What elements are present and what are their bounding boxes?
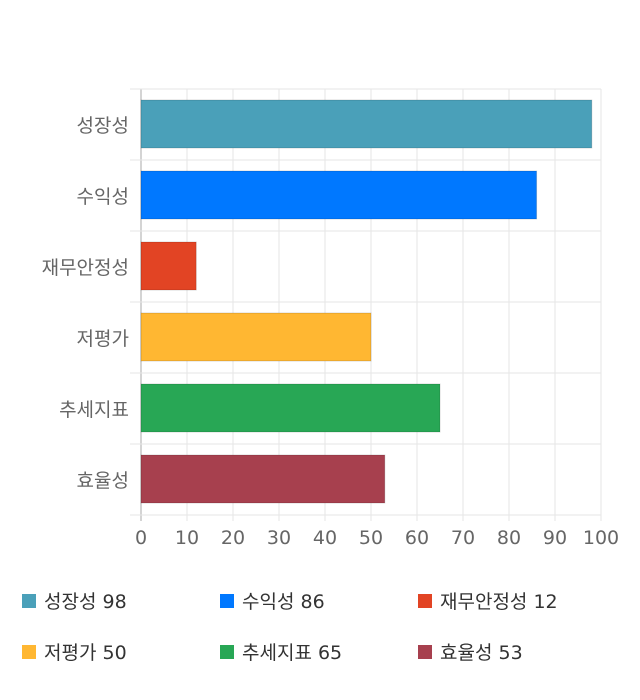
- x-tick-label: 60: [405, 527, 429, 549]
- legend-item[interactable]: 재무안정성 12: [418, 587, 558, 614]
- legend-swatch: [418, 593, 432, 608]
- y-tick-label: 재무안정성: [42, 257, 129, 279]
- legend-item[interactable]: 수익성 86: [220, 587, 325, 614]
- x-tick-label: 50: [359, 527, 383, 549]
- legend-label: 저평가 50: [44, 642, 127, 664]
- legend-item[interactable]: 추세지표 65: [220, 638, 342, 665]
- legend-swatch: [220, 593, 234, 608]
- legend-swatch: [22, 644, 36, 659]
- bar-저평가: [140, 312, 372, 362]
- x-tick-label: 90: [543, 527, 567, 549]
- legend-swatch: [220, 644, 234, 659]
- legend-label: 성장성 98: [44, 591, 127, 613]
- legend-label: 추세지표 65: [242, 642, 343, 664]
- x-tick-label: 0: [135, 527, 147, 549]
- bar-성장성: [140, 99, 593, 149]
- y-tick-label: 저평가: [77, 328, 129, 350]
- legend-swatch: [418, 644, 432, 659]
- bar-효율성: [140, 454, 386, 504]
- x-tick-label: 10: [175, 527, 199, 549]
- legend-label: 재무안정성 12: [440, 591, 558, 613]
- legend-swatch: [22, 593, 36, 608]
- bar-재무안정성: [140, 241, 197, 291]
- legend-label: 효율성 53: [440, 642, 523, 664]
- x-tick-label: 100: [583, 527, 619, 549]
- y-tick-label: 수익성: [77, 186, 129, 208]
- bar-추세지표: [140, 383, 441, 433]
- legend-label: 수익성 86: [242, 591, 325, 613]
- y-tick-label: 추세지표: [59, 399, 129, 421]
- x-tick-label: 30: [267, 527, 291, 549]
- bar-수익성: [140, 170, 538, 220]
- y-tick-label: 성장성: [77, 115, 129, 137]
- x-tick-label: 70: [451, 527, 475, 549]
- x-tick-label: 80: [497, 527, 521, 549]
- legend-item[interactable]: 성장성 98: [22, 587, 127, 614]
- legend-item[interactable]: 저평가 50: [22, 638, 127, 665]
- y-tick-label: 효율성: [77, 470, 129, 492]
- bar-chart: 0 10 20 30 40 50 60 70 80 90 100 성장성수익성재무안정성저평가추세지표…: [42, 88, 619, 549]
- x-tick-label: 40: [313, 527, 337, 549]
- legend-item[interactable]: 효율성 53: [418, 638, 523, 665]
- x-tick-label: 20: [221, 527, 245, 549]
